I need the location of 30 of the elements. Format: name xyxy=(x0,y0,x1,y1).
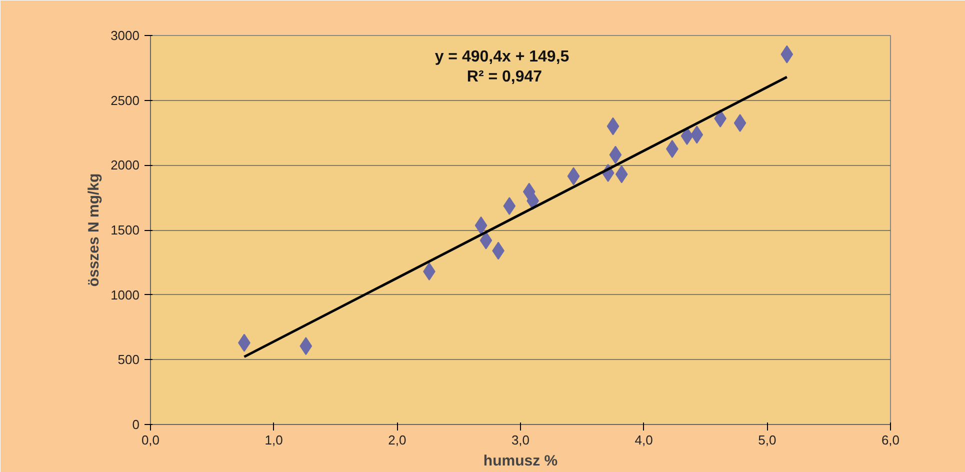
point xyxy=(609,146,622,164)
point xyxy=(503,197,516,216)
y-tick-label: 2500 xyxy=(110,92,140,108)
y-tick-label: 1500 xyxy=(110,222,140,238)
y-axis-title: összes N mg/kg xyxy=(86,173,103,287)
point xyxy=(300,337,312,356)
x-tick-label: 4,0 xyxy=(634,432,653,448)
annotation: y = 490,4x + 149,5 xyxy=(434,48,570,66)
y-tick-label: 3000 xyxy=(110,28,140,43)
point xyxy=(474,216,488,234)
y-tick-label: 2000 xyxy=(110,158,140,173)
point xyxy=(690,126,704,144)
x-tick-label: 6,0 xyxy=(881,432,900,448)
point xyxy=(480,231,492,250)
point xyxy=(615,165,628,184)
point xyxy=(780,45,794,64)
x-tick-label: 5,0 xyxy=(758,432,776,448)
x-tick-label: 0,0 xyxy=(141,432,160,448)
point xyxy=(680,126,694,145)
x-tick-label: 2,0 xyxy=(388,432,406,448)
y-tick-label: 0 xyxy=(132,417,140,432)
point xyxy=(567,167,580,186)
annotation: R² = 0,947 xyxy=(466,68,542,86)
point xyxy=(734,114,746,132)
y-tick-label: 1000 xyxy=(110,287,140,302)
x-tick-label: 3,0 xyxy=(511,432,530,448)
point xyxy=(606,117,620,136)
x-tick-label: 1,0 xyxy=(264,432,283,448)
y-tick-label: 500 xyxy=(118,352,140,368)
x-axis-title: humusz % xyxy=(483,452,558,470)
